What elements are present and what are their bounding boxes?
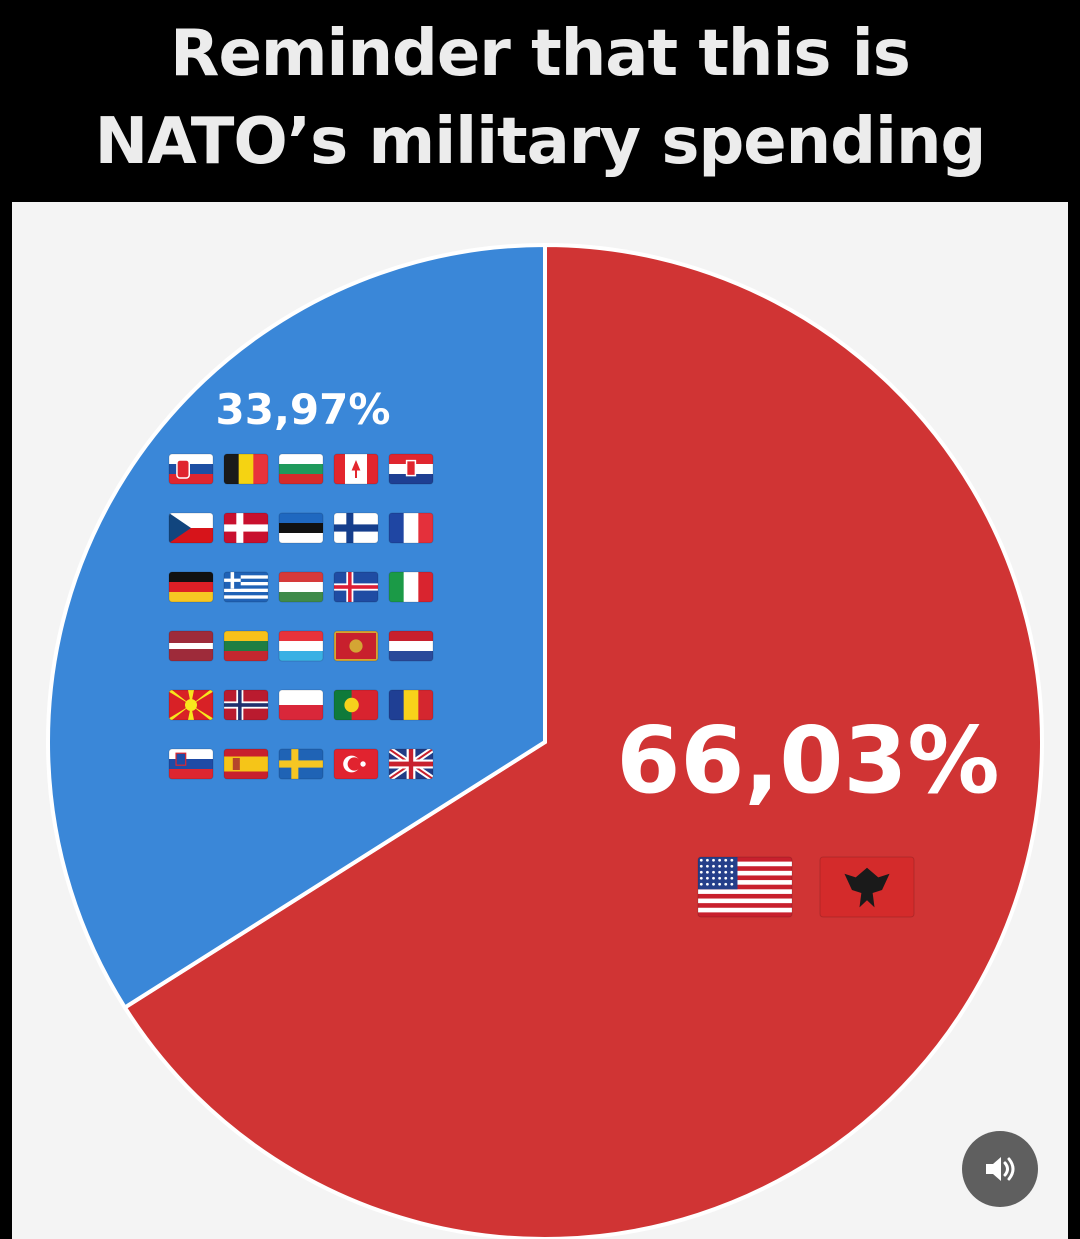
flag-romania-icon — [388, 689, 434, 721]
flag-netherlands-icon — [388, 630, 434, 662]
flag-france-icon — [388, 512, 434, 544]
flag-latvia-icon — [168, 630, 214, 662]
flag-canada-icon — [333, 453, 379, 485]
title-line-2: NATO’s military spending — [94, 105, 987, 179]
flag-spain-icon — [223, 748, 269, 780]
flag-germany-icon — [168, 571, 214, 603]
flag-finland-icon — [333, 512, 379, 544]
flag-denmark-icon — [223, 512, 269, 544]
flag-norway-icon — [223, 689, 269, 721]
flag-luxembourg-icon — [278, 630, 324, 662]
flag-slovenia-icon — [168, 748, 214, 780]
pie-slice-red — [122, 242, 1044, 1239]
pie-chart: 33,97% 66,03% — [46, 242, 1044, 1239]
flag-belgium-icon — [223, 453, 269, 485]
chart-panel: 33,97% 66,03% — [12, 202, 1068, 1239]
flag-united-kingdom-icon — [388, 748, 434, 780]
flag-sweden-icon — [278, 748, 324, 780]
flag-north-macedonia-icon — [168, 689, 214, 721]
flag-hungary-icon — [278, 571, 324, 603]
flag-portugal-icon — [333, 689, 379, 721]
title-bar: Reminder that this is NATO’s military sp… — [0, 0, 1080, 196]
flag-turkey-icon — [333, 748, 379, 780]
flag-iceland-icon — [333, 571, 379, 603]
sound-toggle-button[interactable] — [962, 1131, 1038, 1207]
flag-bulgaria-icon — [278, 453, 324, 485]
slice-label-blue: 33,97% — [216, 385, 391, 434]
flag-czechia-icon — [168, 512, 214, 544]
flag-montenegro-icon — [333, 630, 379, 662]
pie-slice-blue — [46, 242, 547, 1011]
title-line-1: Reminder that this is — [170, 17, 911, 91]
flag-estonia-icon — [278, 512, 324, 544]
flag-croatia-icon — [388, 453, 434, 485]
slice-label-red: 66,03% — [616, 707, 999, 814]
flag-italy-icon — [388, 571, 434, 603]
flag-poland-icon — [278, 689, 324, 721]
flag-slovakia-icon — [168, 453, 214, 485]
flag-greece-icon — [223, 571, 269, 603]
flag-united-states-icon — [697, 856, 793, 918]
flag-albania-icon — [819, 856, 915, 918]
flag-lithuania-icon — [223, 630, 269, 662]
speaker-icon — [986, 1157, 1015, 1181]
